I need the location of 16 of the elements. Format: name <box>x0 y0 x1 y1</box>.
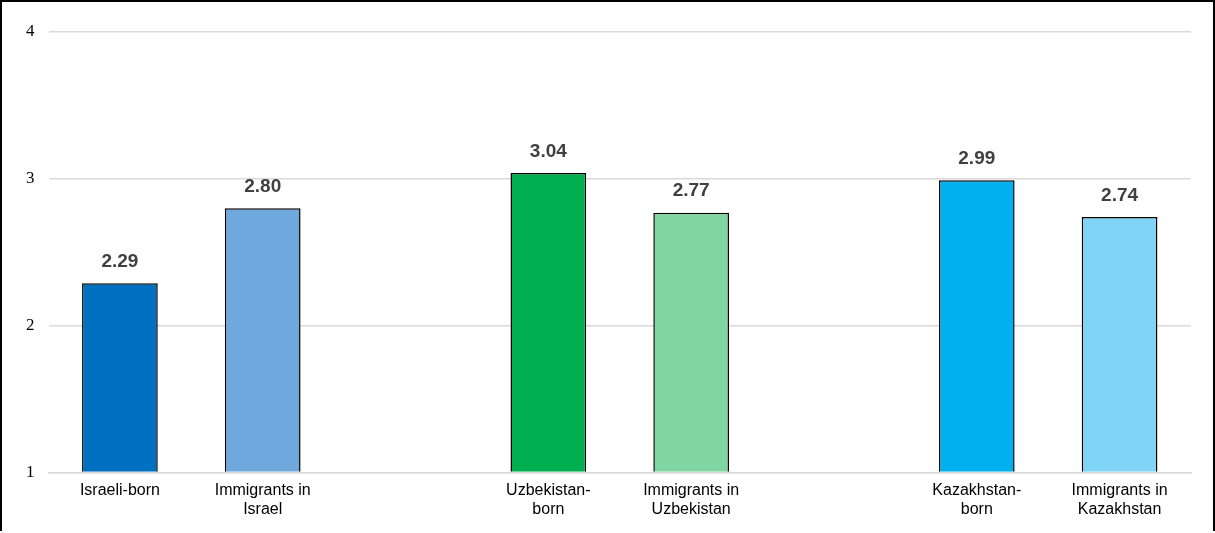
y-tick-label: 3 <box>26 168 35 188</box>
data-label: 2.29 <box>101 249 139 271</box>
x-tick-label: Uzbekistan-born <box>506 480 591 517</box>
x-tick-label: Kazakhstan-born <box>932 480 1022 517</box>
data-label: 2.74 <box>1101 183 1139 205</box>
data-label: 2.77 <box>672 179 710 201</box>
data-label: 2.99 <box>958 147 996 169</box>
x-tick-label: Israeli-born <box>79 480 160 498</box>
y-tick-label: 2 <box>26 315 35 335</box>
data-label: 2.80 <box>244 174 282 196</box>
x-tick-label: Immigrants in Israel <box>214 480 311 517</box>
x-tick-label: Immigrants in Kazakhstan <box>1071 480 1168 517</box>
y-tick-label: 4 <box>26 21 35 41</box>
x-tick-label: Immigrants in Uzbekistan <box>643 480 740 517</box>
y-tick-label: 1 <box>26 462 35 482</box>
data-label: 3.04 <box>529 139 568 161</box>
